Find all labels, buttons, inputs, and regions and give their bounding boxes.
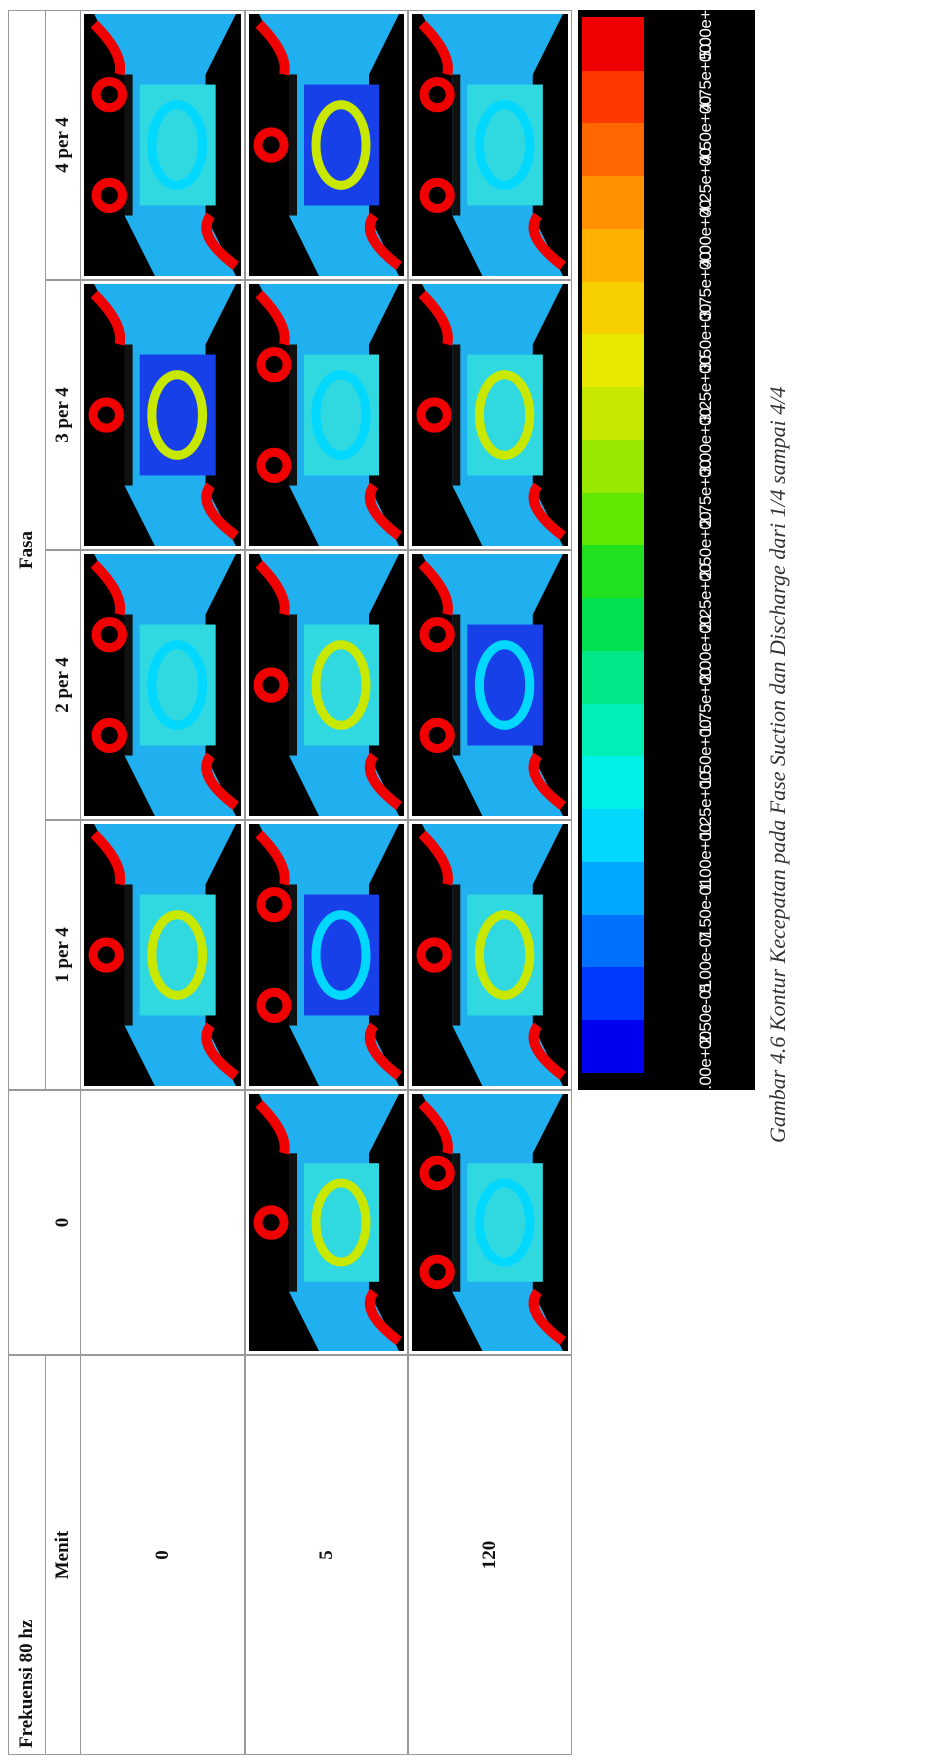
legend-band (582, 809, 644, 862)
contour-image (412, 284, 568, 546)
image-cell (245, 10, 408, 280)
legend-band (582, 70, 644, 123)
image-cell (80, 550, 245, 820)
image-cell (80, 280, 245, 550)
column-header: 0 (8, 1090, 81, 1355)
row-header-cell: Menit (45, 1355, 81, 1755)
image-cell (408, 280, 572, 550)
rotated-sheet: Frekuensi 80 hz Menit Fasa 0.00e+002.50e… (0, 0, 940, 1763)
contour-image (249, 824, 404, 1086)
image-cell (408, 550, 572, 820)
legend-band (582, 123, 644, 176)
legend-band (582, 18, 644, 71)
corner-cell: Frekuensi 80 hz (8, 1355, 46, 1755)
legend-band (582, 651, 644, 704)
column-header: 2 per 4 (45, 550, 81, 820)
contour-image (412, 824, 568, 1086)
image-cell (245, 280, 408, 550)
contour-image (249, 554, 404, 816)
legend-band (582, 967, 644, 1020)
row-label: 120 (408, 1355, 572, 1755)
contour-image (84, 14, 241, 276)
contour-image (412, 554, 568, 816)
legend-band (582, 598, 644, 651)
caption: Gambar 4.6 Kontur Kecepatan pada Fase Su… (765, 387, 791, 1143)
group-header-cell: Fasa (8, 10, 46, 1090)
image-cell (245, 550, 408, 820)
row-label: 5 (245, 1355, 408, 1755)
legend-band (582, 387, 644, 440)
page: Frekuensi 80 hz Menit Fasa 0.00e+002.50e… (0, 0, 940, 1763)
legend-band (582, 281, 644, 334)
contour-image (249, 14, 404, 276)
column-header: 1 per 4 (45, 820, 81, 1090)
legend-label: 5.00e+00 (696, 0, 716, 60)
legend-band (582, 914, 644, 967)
contour-image (249, 1094, 404, 1351)
image-cell (408, 820, 572, 1090)
contour-image (412, 1094, 568, 1351)
legend-band (582, 703, 644, 756)
image-cell (245, 820, 408, 1090)
contour-image (249, 284, 404, 546)
legend-band (582, 229, 644, 282)
image-cell (80, 1090, 245, 1355)
contour-image (84, 284, 241, 546)
image-cell (80, 10, 245, 280)
legend-band (582, 1020, 644, 1073)
legend-band (582, 545, 644, 598)
contour-image (84, 824, 241, 1086)
image-cell (408, 10, 572, 280)
column-header: 4 per 4 (45, 10, 81, 280)
legend-band (582, 756, 644, 809)
column-header: 3 per 4 (45, 280, 81, 550)
legend-band (582, 334, 644, 387)
legend-band (582, 862, 644, 915)
legend-band (582, 492, 644, 545)
image-cell (408, 1090, 572, 1355)
contour-image (84, 554, 241, 816)
legend-band (582, 176, 644, 229)
row-label: 0 (80, 1355, 245, 1755)
image-cell (245, 1090, 408, 1355)
legend-band (582, 440, 644, 493)
image-cell (80, 820, 245, 1090)
contour-image (412, 14, 568, 276)
